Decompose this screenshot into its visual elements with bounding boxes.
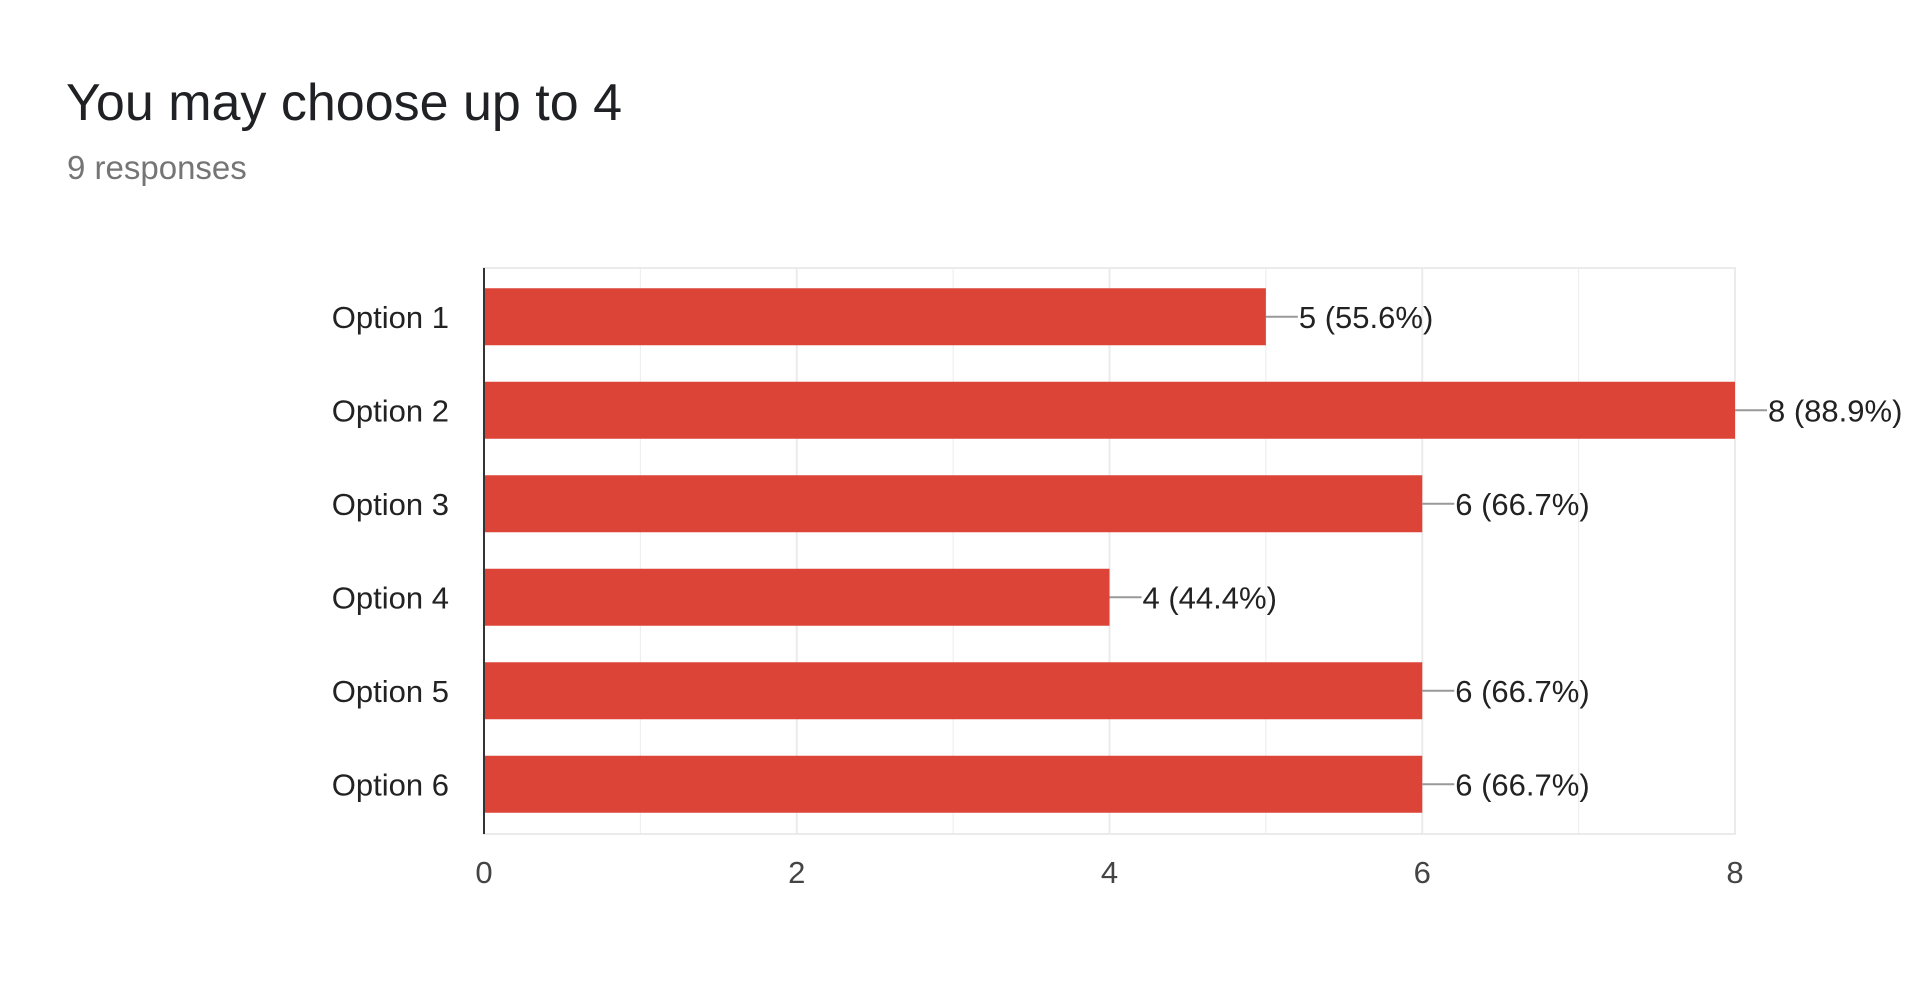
bar-5: [484, 662, 1423, 720]
grid-lines: [639, 268, 1580, 834]
x-tick-label: 8: [1726, 855, 1743, 890]
bar-1: [484, 288, 1266, 346]
data-label: 4 (44.4%): [1143, 580, 1277, 615]
data-label: 8 (88.9%): [1768, 393, 1902, 428]
bars: [484, 288, 1735, 813]
labels: 5 (55.6%) Option 1 8 (88.9%) Option 2 6 (66.…: [332, 300, 1903, 890]
data-label: 5 (55.6%): [1299, 300, 1433, 335]
bar-2: [484, 381, 1735, 439]
category-label: Option 3: [332, 487, 449, 522]
category-label: Option 6: [332, 767, 449, 802]
bar-3: [484, 475, 1423, 533]
x-tick-label: 2: [788, 855, 805, 890]
category-label: Option 4: [332, 580, 449, 615]
bar-6: [484, 755, 1423, 813]
data-label: 6 (66.7%): [1455, 674, 1589, 709]
chart-title: You may choose up to 4: [66, 74, 623, 132]
x-tick-label: 6: [1414, 855, 1431, 890]
x-tick-label: 0: [475, 855, 492, 890]
data-label: 6 (66.7%): [1455, 767, 1589, 802]
category-label: Option 1: [332, 300, 449, 335]
category-label: Option 5: [332, 674, 449, 709]
category-label: Option 2: [332, 393, 449, 428]
x-tick-label: 4: [1101, 855, 1118, 890]
response-count: 9 responses: [67, 149, 247, 186]
data-label: 6 (66.7%): [1455, 487, 1589, 522]
bar-4: [484, 568, 1110, 626]
